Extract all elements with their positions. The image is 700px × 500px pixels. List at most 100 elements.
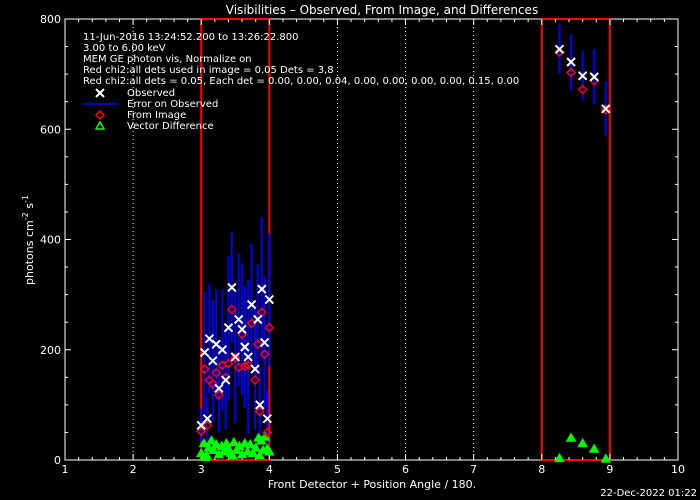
svg-text:photons cm-2 s-1: photons cm-2 s-1 (21, 195, 36, 285)
observed-point (233, 314, 244, 325)
observed-point (243, 352, 253, 362)
from-image-point (252, 339, 263, 350)
observed-point (601, 104, 611, 114)
y-axis-label: photons cm-2 s-1 (21, 195, 36, 285)
vector-difference-point (565, 432, 577, 442)
annotation-line: Red chi2:all dets = 0.05, Each det = 0.0… (83, 76, 519, 87)
y-tick-label: 600 (40, 123, 61, 136)
x-tick-label: 1 (62, 463, 69, 476)
chart-title: Visibilities – Observed, From Image, and… (226, 3, 538, 17)
observed-point (237, 324, 247, 335)
from-image-point (243, 360, 254, 371)
observed-point (208, 356, 218, 366)
vector-difference-point (242, 446, 253, 456)
observed-point (554, 44, 565, 55)
from-image-point (199, 363, 210, 375)
y-tick-label: 400 (40, 234, 61, 247)
annotation-line: 11-Jun-2016 13:24:52.200 to 13:26:22.800 (83, 32, 299, 43)
timestamp-footer: 22-Dec-2022 01:22 (600, 488, 697, 499)
vector-difference-point (94, 120, 106, 130)
x-tick-label: 7 (470, 463, 477, 476)
y-tick-label: 800 (40, 13, 61, 26)
observed-point (221, 375, 231, 385)
from-image-point (249, 375, 261, 386)
observed-point (253, 314, 263, 325)
vector-difference-point (227, 450, 238, 460)
observed-point (262, 413, 272, 424)
observed-point (255, 400, 265, 410)
observed-point (259, 337, 270, 348)
vector-difference-point (588, 443, 600, 453)
annotation-line: 3.00 to 6.00 keV (83, 43, 166, 54)
detector-box (540, 18, 611, 461)
annotation-block: 11-Jun-2016 13:24:52.200 to 13:26:22.800… (83, 32, 519, 87)
vector-difference-point (195, 447, 207, 458)
observed-point (577, 71, 588, 81)
observed-point (264, 294, 275, 305)
legend-label: Observed (127, 88, 175, 99)
vector-difference-point (206, 435, 217, 445)
from-image-point (211, 367, 222, 378)
annotation-line: MEM GE photon vis, Normalize on (83, 54, 252, 65)
vector-difference-point (200, 451, 211, 461)
from-image-point (577, 84, 588, 95)
legend-label: From Image (127, 110, 186, 121)
observed-point (214, 383, 224, 394)
annotation-line: Red chi2:all dets used in image = 0.05 D… (83, 65, 334, 76)
vector-difference-point (250, 442, 262, 452)
vector-difference-point (254, 450, 266, 460)
from-image-point (213, 389, 224, 401)
from-image-point (254, 406, 265, 417)
observed-point (250, 364, 260, 374)
x-tick-label: 6 (402, 463, 409, 476)
observed-point (227, 282, 237, 293)
from-image-point (202, 420, 213, 431)
from-image-point (94, 109, 106, 121)
legend-label: Vector Difference (127, 121, 214, 132)
y-tick-label: 200 (40, 344, 61, 357)
x-tick-label: 9 (606, 463, 613, 476)
observed-point (202, 413, 213, 424)
x-tick-label: 2 (130, 463, 137, 476)
legend-label: Error on Observed (127, 99, 218, 110)
x-tick-label: 10 (671, 463, 685, 476)
vector-difference-point (244, 439, 256, 449)
from-image-point (230, 352, 241, 364)
data-marks (195, 24, 612, 463)
observed-point (95, 88, 105, 98)
from-image-point (600, 104, 611, 115)
from-image-point (239, 361, 250, 372)
vector-difference-point (203, 442, 215, 452)
vector-difference-point (600, 453, 612, 463)
x-tick-label: 4 (266, 463, 273, 476)
observed-point (199, 347, 210, 358)
vector-difference-point (228, 436, 240, 447)
vector-difference-point (208, 444, 219, 454)
vector-difference-point (210, 439, 222, 449)
vector-difference-point (239, 437, 251, 448)
observed-point (246, 299, 257, 310)
observed-point (589, 72, 599, 82)
x-tick-label: 5 (334, 463, 341, 476)
y-tick-label: 0 (54, 454, 61, 467)
observed-point (566, 57, 576, 67)
x-tick-label: 3 (198, 463, 205, 476)
observed-point (230, 352, 240, 362)
from-image-point (259, 349, 270, 360)
x-axis-label: Front Detector + Position Angle / 180. (268, 478, 476, 491)
vector-difference-point (247, 447, 259, 458)
observed-point (257, 284, 267, 294)
x-tick-label: 8 (538, 463, 545, 476)
vector-difference-point (198, 437, 210, 448)
observed-point (240, 342, 250, 352)
from-image-point (264, 322, 275, 333)
axis-ticks: 1 2 3 4 5 6 7 8 9 10 0 200 400 600 800 (40, 13, 685, 476)
observed-point (223, 322, 234, 333)
vector-difference-point (264, 446, 275, 456)
from-image-point (196, 426, 207, 437)
from-image-point (207, 378, 218, 389)
observed-point (217, 345, 228, 355)
from-image-point (566, 67, 577, 78)
